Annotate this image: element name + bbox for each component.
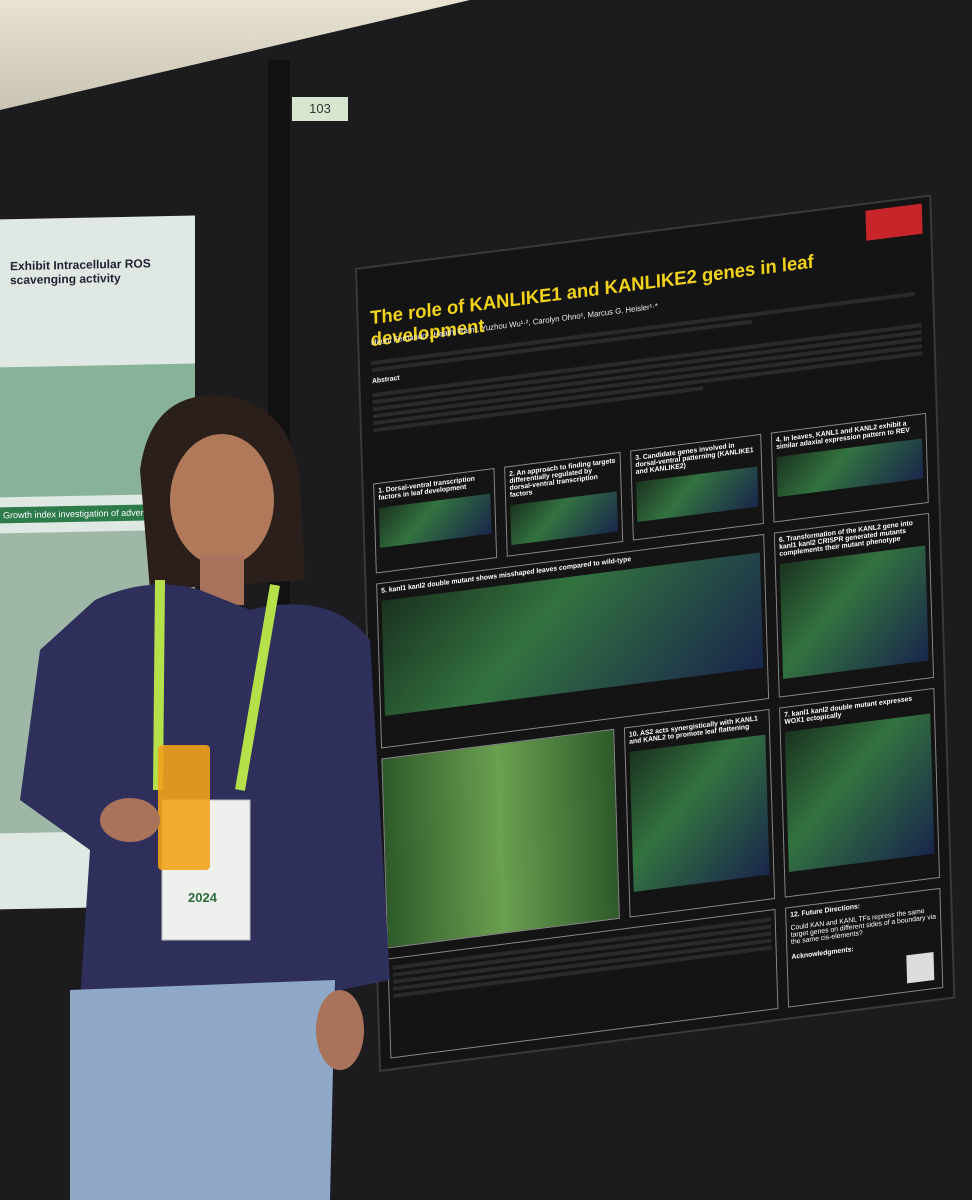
hand: [316, 990, 364, 1070]
face: [170, 434, 274, 566]
jeans: [70, 980, 335, 1200]
hand: [100, 798, 160, 842]
board-number: 103: [292, 97, 348, 121]
badge-year: 2024: [188, 890, 218, 905]
juice-glass: [158, 745, 210, 870]
